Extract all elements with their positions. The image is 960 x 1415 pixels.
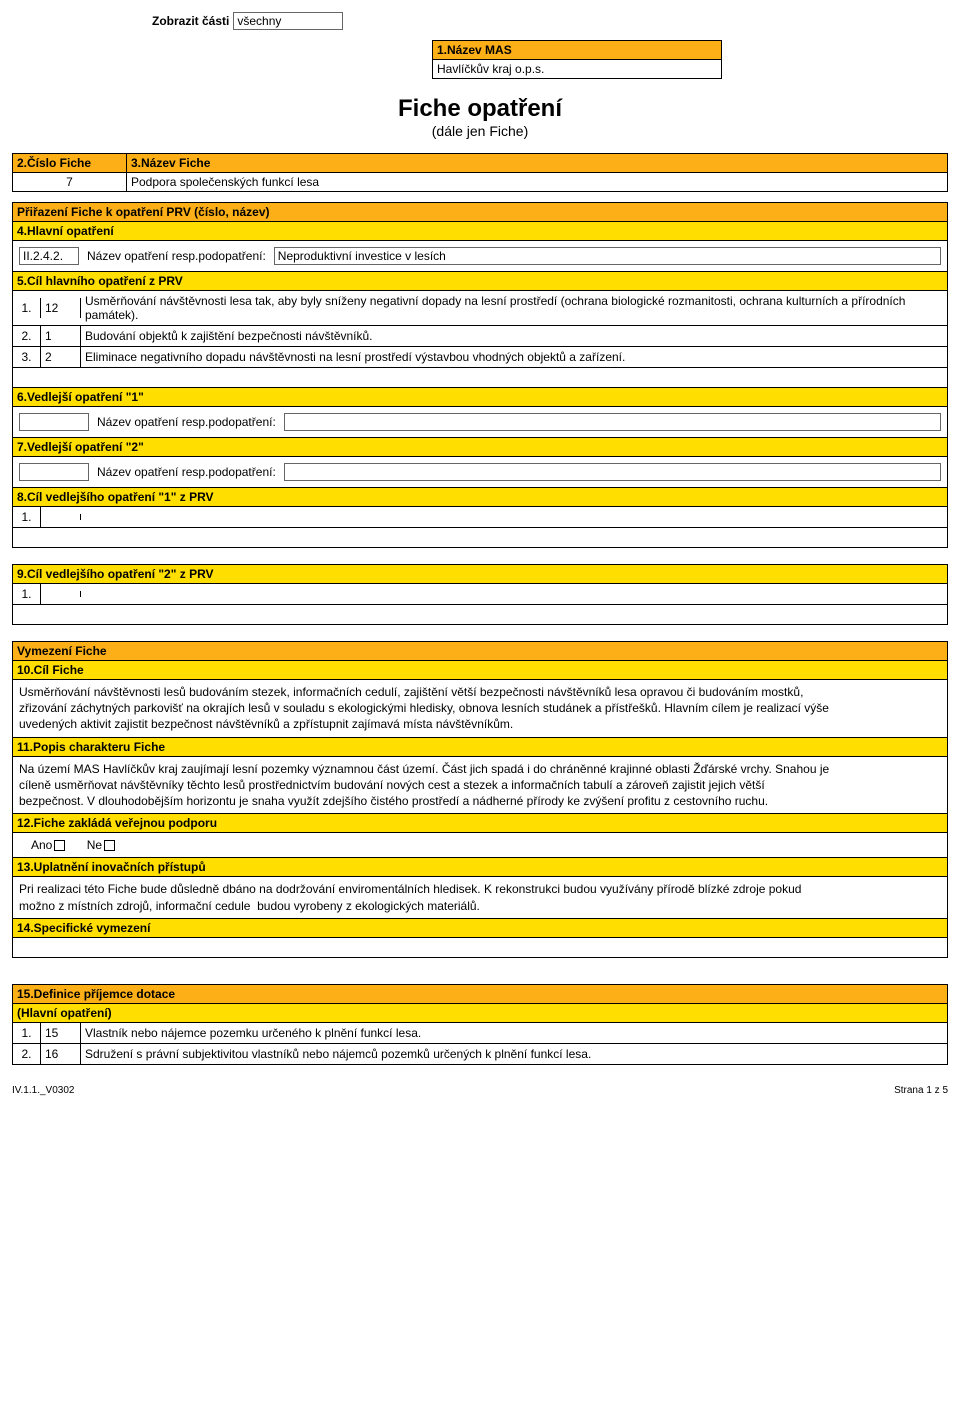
- section3-value: Podpora společenských funkcí lesa: [127, 173, 948, 192]
- section8-row-n: 1.: [13, 507, 41, 527]
- section7-code-input[interactable]: [19, 463, 89, 481]
- footer-left: IV.1.1._V0302: [12, 1085, 74, 1096]
- section-prv-header-text: Přiřazení Fiche k opatření PRV (číslo, n…: [17, 205, 270, 219]
- section5-header: 5.Cíl hlavního opatření z PRV: [12, 272, 948, 291]
- section4-header: 4.Hlavní opatření: [12, 222, 948, 241]
- section9-row-code[interactable]: [41, 591, 81, 597]
- section14-header: 14.Specifické vymezení: [12, 919, 948, 938]
- section12-no-label: Ne: [87, 838, 102, 852]
- section15-row: 2.16Sdružení s právní subjektivitou vlas…: [12, 1044, 948, 1065]
- section12-options: Ano Ne: [12, 833, 948, 858]
- section15-row: 1.15Vlastník nebo nájemce pozemku určené…: [12, 1023, 948, 1044]
- section4-label: Název opatření resp.podopatření:: [87, 249, 266, 263]
- row-text: Vlastník nebo nájemce pozemku určeného k…: [81, 1023, 947, 1043]
- section7-header: 7.Vedlejší opatření "2": [12, 438, 948, 457]
- section15-sub: (Hlavní opatření): [12, 1004, 948, 1023]
- row-number: 2.: [13, 1044, 41, 1064]
- show-parts-label: Zobrazit části: [152, 14, 229, 28]
- section9-row-n: 1.: [13, 584, 41, 604]
- section4-value[interactable]: Neproduktivní investice v lesích: [274, 247, 941, 265]
- footer-right: Strana 1 z 5: [894, 1085, 948, 1096]
- row-number: 1.: [13, 1023, 41, 1043]
- section8-row-text[interactable]: [81, 514, 947, 520]
- section12-yes-label: Ano: [31, 838, 52, 852]
- row-number: 1.: [13, 298, 41, 318]
- section3-header: 3.Název Fiche: [127, 153, 948, 173]
- section12-header: 12.Fiche zakládá veřejnou podporu: [12, 814, 948, 833]
- row-text: Budování objektů k zajištění bezpečnosti…: [81, 326, 947, 346]
- section9-header: 9.Cíl vedlejšího opatření "2" z PRV: [12, 564, 948, 584]
- section7-label: Název opatření resp.podopatření:: [97, 465, 276, 479]
- page-title: Fiche opatření: [12, 95, 948, 123]
- section2-header: 2.Číslo Fiche: [12, 153, 127, 173]
- section1-header: 1.Název MAS: [432, 40, 722, 60]
- section7-value-input[interactable]: [284, 463, 941, 481]
- row-code: 2: [41, 347, 81, 367]
- section6-code-input[interactable]: [19, 413, 89, 431]
- row-number: 3.: [13, 347, 41, 367]
- section10-text: Usměrňování návštěvnosti lesů budováním …: [12, 680, 948, 738]
- section1-value: Havlíčkův kraj o.p.s.: [432, 60, 722, 79]
- row-code: 12: [41, 298, 81, 318]
- row-code: 1: [41, 326, 81, 346]
- section12-no-checkbox[interactable]: [104, 840, 115, 851]
- section10-header: 10.Cíl Fiche: [12, 661, 948, 680]
- row-text: Eliminace negativního dopadu návštěvnost…: [81, 347, 947, 367]
- row-text: Sdružení s právní subjektivitou vlastník…: [81, 1044, 947, 1064]
- section6-label: Název opatření resp.podopatření:: [97, 415, 276, 429]
- section5-row: 1.12Usměrňování návštěvnosti lesa tak, a…: [12, 291, 948, 326]
- show-parts-select[interactable]: všechny: [233, 12, 343, 30]
- section14-body[interactable]: [12, 938, 948, 958]
- row-code: 16: [41, 1044, 81, 1064]
- row-number: 2.: [13, 326, 41, 346]
- section11-header: 11.Popis charakteru Fiche: [12, 738, 948, 757]
- section-prv-header: Přiřazení Fiche k opatření PRV (číslo, n…: [12, 202, 948, 222]
- section15-header: 15.Definice příjemce dotace: [12, 984, 948, 1004]
- section5-row: 2.1Budování objektů k zajištění bezpečno…: [12, 326, 948, 347]
- section8-row-code[interactable]: [41, 514, 81, 520]
- section11-text: Na území MAS Havlíčkův kraj zaujímají le…: [12, 757, 948, 815]
- page-subtitle: (dále jen Fiche): [12, 123, 948, 139]
- row-code: 15: [41, 1023, 81, 1043]
- section6-header: 6.Vedlejší opatření "1": [12, 388, 948, 407]
- section13-header: 13.Uplatnění inovačních přístupů: [12, 858, 948, 877]
- section12-yes-checkbox[interactable]: [54, 840, 65, 851]
- section6-value-input[interactable]: [284, 413, 941, 431]
- section4-code[interactable]: II.2.4.2.: [19, 247, 79, 265]
- row-text: Usměrňování návštěvnosti lesa tak, aby b…: [81, 291, 947, 325]
- section9-row-text[interactable]: [81, 591, 947, 597]
- section2-value: 7: [12, 173, 127, 192]
- section8-header: 8.Cíl vedlejšího opatření "1" z PRV: [12, 488, 948, 507]
- section5-row: 3.2Eliminace negativního dopadu návštěvn…: [12, 347, 948, 368]
- section13-text: Pri realizaci této Fiche bude důsledně d…: [12, 877, 948, 918]
- vymezeni-header: Vymezení Fiche: [12, 641, 948, 661]
